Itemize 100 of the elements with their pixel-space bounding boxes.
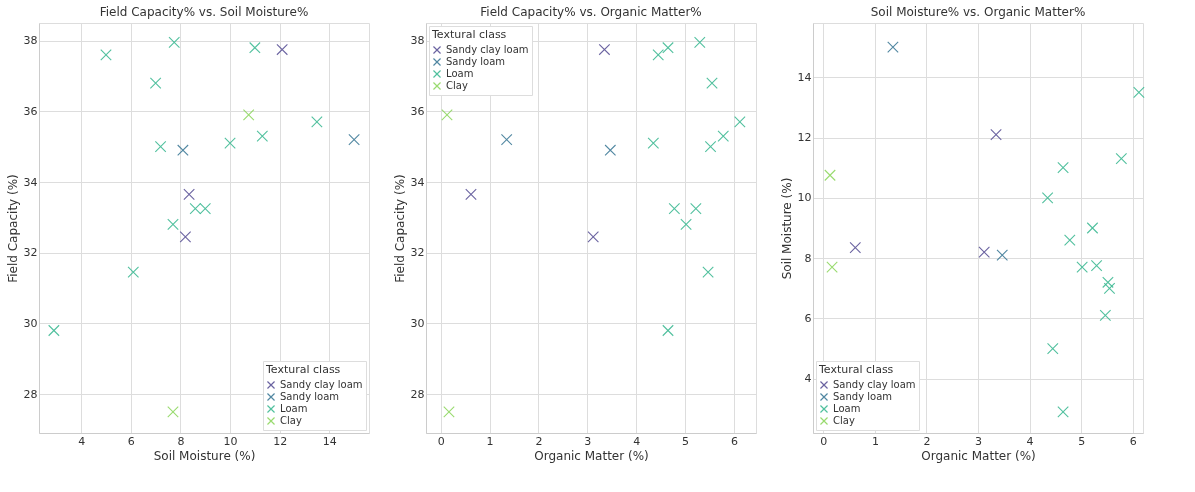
point: [704, 140, 717, 153]
legend-label: Loam: [446, 68, 474, 79]
point: [441, 109, 453, 121]
x-tick-label: 4: [1026, 434, 1034, 448]
point: [1090, 259, 1103, 272]
point: [647, 137, 660, 149]
x-tick-label: 6: [127, 434, 135, 448]
point: [734, 116, 746, 128]
point: [996, 249, 1009, 261]
point: [702, 266, 714, 278]
x-tick-label: 2: [923, 434, 931, 448]
point: [1063, 234, 1076, 246]
point: [706, 77, 718, 89]
point: [662, 41, 674, 54]
point: [1057, 406, 1069, 418]
point: [824, 169, 836, 182]
point: [154, 140, 167, 153]
point: [224, 137, 236, 149]
point: [348, 133, 360, 146]
y-tick-label: 34: [23, 175, 38, 189]
y-tick-label: 28: [410, 387, 425, 401]
x-tick-label: 4: [633, 434, 641, 448]
x-tick-label: 5: [682, 434, 690, 448]
point: [1076, 261, 1088, 273]
point: [311, 116, 323, 128]
x-tick-label: 3: [975, 434, 982, 448]
x-tick-label: 8: [177, 434, 185, 448]
legend-label: Sandy loam: [833, 391, 893, 402]
y-tick-label: 28: [23, 387, 38, 401]
y-tick-label: 4: [804, 372, 812, 386]
point: [1103, 282, 1116, 295]
point: [199, 202, 212, 215]
point: [127, 266, 140, 278]
legend-label: Sandy clay loam: [833, 379, 916, 390]
point: [189, 202, 202, 215]
x-tick-label: 10: [223, 434, 238, 448]
point: [1102, 276, 1114, 289]
point: [443, 406, 455, 418]
point: [1057, 161, 1069, 174]
point: [662, 324, 674, 337]
point: [48, 324, 60, 337]
y-tick-label: 38: [23, 34, 38, 48]
legend-label: Sandy loam: [446, 56, 506, 67]
y-tick-label: 10: [797, 191, 812, 205]
legend-label: Clay: [446, 80, 468, 91]
y-tick-label: 12: [797, 131, 812, 145]
x-tick-label: 4: [78, 434, 86, 448]
x-tick-label: 6: [1129, 434, 1137, 448]
legend-label: Sandy clay loam: [446, 44, 529, 55]
x-tick-label: 12: [273, 434, 288, 448]
y-tick-label: 6: [804, 311, 812, 325]
y-tick-label: 34: [410, 175, 425, 189]
x-tick-label: 1: [486, 434, 494, 448]
legend-label: Clay: [833, 415, 855, 426]
point: [500, 133, 513, 146]
point: [1086, 222, 1099, 234]
x-tick-label: 2: [535, 434, 543, 448]
y-axis-title: Field Capacity (%): [5, 174, 20, 283]
legend-label: Sandy loam: [280, 391, 340, 402]
point: [183, 188, 195, 201]
chart-title: Soil Moisture% vs. Organic Matter%: [870, 5, 1086, 19]
x-tick-label: 0: [437, 434, 445, 448]
chart-title: Field Capacity% vs. Soil Moisture%: [99, 5, 309, 19]
point: [849, 241, 862, 254]
point: [652, 49, 665, 61]
x-tick-label: 0: [820, 434, 828, 448]
point: [242, 109, 255, 121]
point: [167, 406, 179, 418]
point: [1041, 192, 1054, 204]
point: [598, 43, 611, 56]
point: [604, 144, 617, 157]
point: [100, 49, 112, 61]
legend-title: Textural class: [431, 28, 507, 41]
x-axis-title: Organic Matter (%): [921, 448, 1036, 463]
y-tick-label: 36: [410, 104, 425, 118]
point: [826, 261, 838, 273]
point: [179, 231, 192, 243]
legend-label: Loam: [833, 403, 861, 414]
point: [177, 144, 189, 157]
y-axis-title: Field Capacity (%): [392, 174, 407, 283]
point: [249, 41, 261, 54]
point: [990, 128, 1002, 141]
point: [168, 36, 181, 49]
x-tick-label: 3: [584, 434, 592, 448]
point: [167, 218, 179, 231]
point: [149, 77, 162, 89]
legend-title: Textural class: [265, 363, 341, 376]
x-axis-title: Soil Moisture (%): [153, 448, 256, 463]
x-tick-label: 6: [731, 434, 738, 448]
point: [978, 246, 990, 258]
legend-label: Loam: [280, 403, 308, 414]
y-tick-label: 32: [410, 246, 425, 260]
y-tick-label: 32: [23, 246, 38, 260]
point: [717, 130, 730, 142]
point: [276, 43, 288, 56]
point: [887, 41, 899, 53]
x-tick-label: 1: [871, 434, 879, 448]
point: [256, 130, 269, 142]
x-tick-label: 14: [322, 434, 337, 448]
y-tick-label: 14: [797, 70, 812, 84]
